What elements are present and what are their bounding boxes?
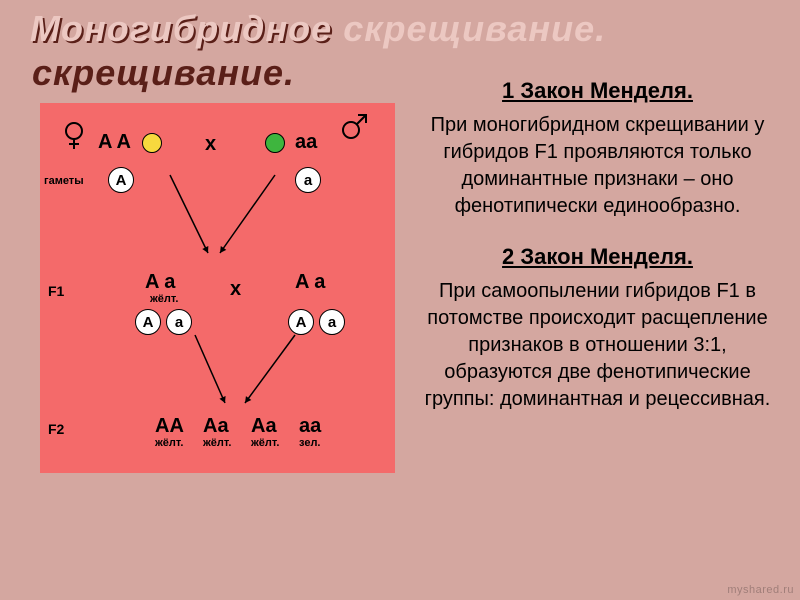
arrow-f1-right bbox=[239, 329, 301, 409]
f2-genotype-3: aa bbox=[299, 415, 321, 438]
f1-cross: х bbox=[230, 278, 241, 301]
watermark: myshared.ru bbox=[727, 584, 794, 596]
law2-body: При самоопылении гибридов F1 в потомстве… bbox=[420, 278, 775, 413]
male-symbol-icon bbox=[340, 113, 368, 141]
female-symbol-icon bbox=[60, 121, 88, 149]
arrow-parent-right bbox=[214, 169, 281, 259]
title-front: Моногибридное скрещивание. bbox=[30, 8, 606, 49]
parent-gamete-right: а bbox=[295, 167, 321, 193]
f1-left-gamete-A: A bbox=[135, 309, 161, 335]
f1-left-genotype: A a bbox=[145, 271, 175, 294]
genetics-diagram: A AхаагаметыAаF1A aжёлт.AaхA aAaF2AAжёлт… bbox=[40, 103, 395, 473]
arrow-f1-left bbox=[189, 329, 231, 409]
parent-male-genotype: аа bbox=[295, 131, 317, 154]
f2-pheno-2: жёлт. bbox=[251, 437, 279, 449]
parent-cross: х bbox=[205, 133, 216, 156]
f2-label: F2 bbox=[48, 421, 64, 437]
f2-pheno-1: жёлт. bbox=[203, 437, 231, 449]
parent-female-phenotype bbox=[142, 133, 162, 153]
f1-right-gamete-a: a bbox=[319, 309, 345, 335]
title-bar: Моногибридное скрещивание. Моногибридное… bbox=[0, 0, 800, 58]
f1-right-genotype: A a bbox=[295, 271, 325, 294]
law2-heading: 2 Закон Менделя. bbox=[420, 244, 775, 270]
f2-pheno-0: жёлт. bbox=[155, 437, 183, 449]
diagram-column: A AхаагаметыAаF1A aжёлт.AaхA aAaF2AAжёлт… bbox=[40, 78, 405, 580]
gametes-label: гаметы bbox=[44, 175, 84, 187]
f2-genotype-1: Aa bbox=[203, 415, 229, 438]
f1-label: F1 bbox=[48, 283, 64, 299]
f2-genotype-2: Aa bbox=[251, 415, 277, 438]
parent-female-genotype: A A bbox=[98, 131, 131, 154]
f2-pheno-3: зел. bbox=[299, 437, 320, 449]
slide: Моногибридное скрещивание. Моногибридное… bbox=[0, 0, 800, 600]
text-column: 1 Закон Менделя. При моногибридном скрещ… bbox=[405, 78, 775, 580]
f2-genotype-0: AA bbox=[155, 415, 184, 438]
content-area: A AхаагаметыAаF1A aжёлт.AaхA aAaF2AAжёлт… bbox=[0, 58, 800, 600]
parent-gamete-left: A bbox=[108, 167, 134, 193]
arrow-parent-left bbox=[164, 169, 214, 259]
slide-title: Моногибридное скрещивание. Моногибридное… bbox=[30, 8, 606, 50]
f1-left-pheno: жёлт. bbox=[150, 293, 178, 305]
parent-male-phenotype bbox=[265, 133, 285, 153]
law1-body: При моногибридном скрещивании у гибридов… bbox=[420, 112, 775, 220]
